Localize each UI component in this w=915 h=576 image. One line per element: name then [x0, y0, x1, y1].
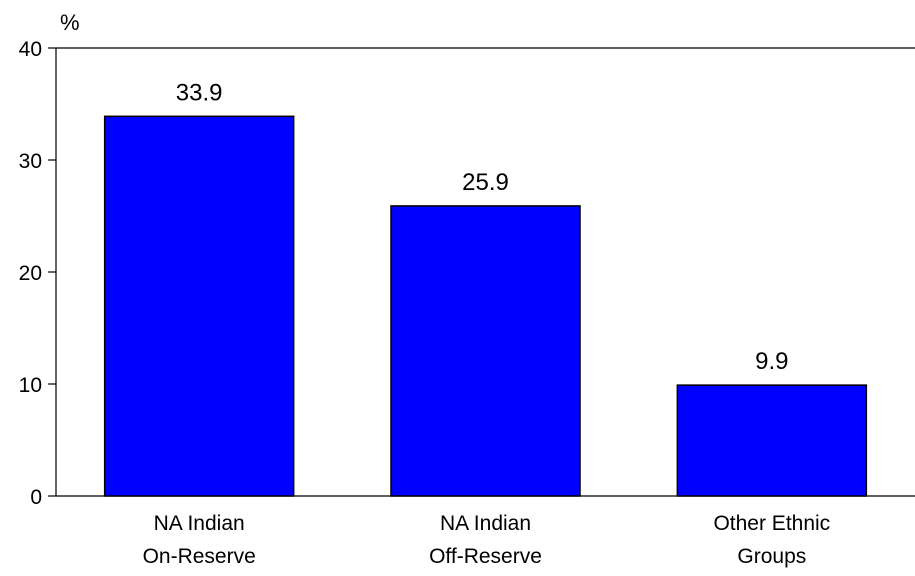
y-tick-label: 40	[19, 38, 42, 61]
x-axis-labels: NA Indian On-Reserve NA Indian Off-Reserve O…	[143, 512, 831, 568]
bar	[676, 384, 868, 497]
y-axis-ticks: 0 10 20 30 40	[19, 38, 56, 509]
x-category-label: Off-Reserve	[429, 545, 542, 568]
y-tick-label: 10	[19, 374, 42, 397]
y-axis-unit-label: %	[60, 10, 80, 35]
x-category-label: Other Ethnic	[713, 512, 830, 535]
bar-value-label: 9.9	[755, 348, 788, 375]
bars	[103, 115, 868, 497]
bar-value-label: 25.9	[462, 169, 509, 196]
value-labels: 33.9 25.9 9.9	[176, 79, 789, 375]
bar	[103, 115, 295, 497]
x-category-label: NA Indian	[154, 512, 245, 535]
x-category-label: On-Reserve	[143, 545, 256, 568]
x-category-label: Groups	[737, 545, 806, 568]
x-category-label: NA Indian	[440, 512, 531, 535]
y-tick-label: 30	[19, 150, 42, 173]
y-tick-label: 20	[19, 262, 42, 285]
bar	[390, 205, 581, 497]
y-tick-label: 0	[30, 486, 42, 509]
bar-value-label: 33.9	[176, 79, 223, 106]
